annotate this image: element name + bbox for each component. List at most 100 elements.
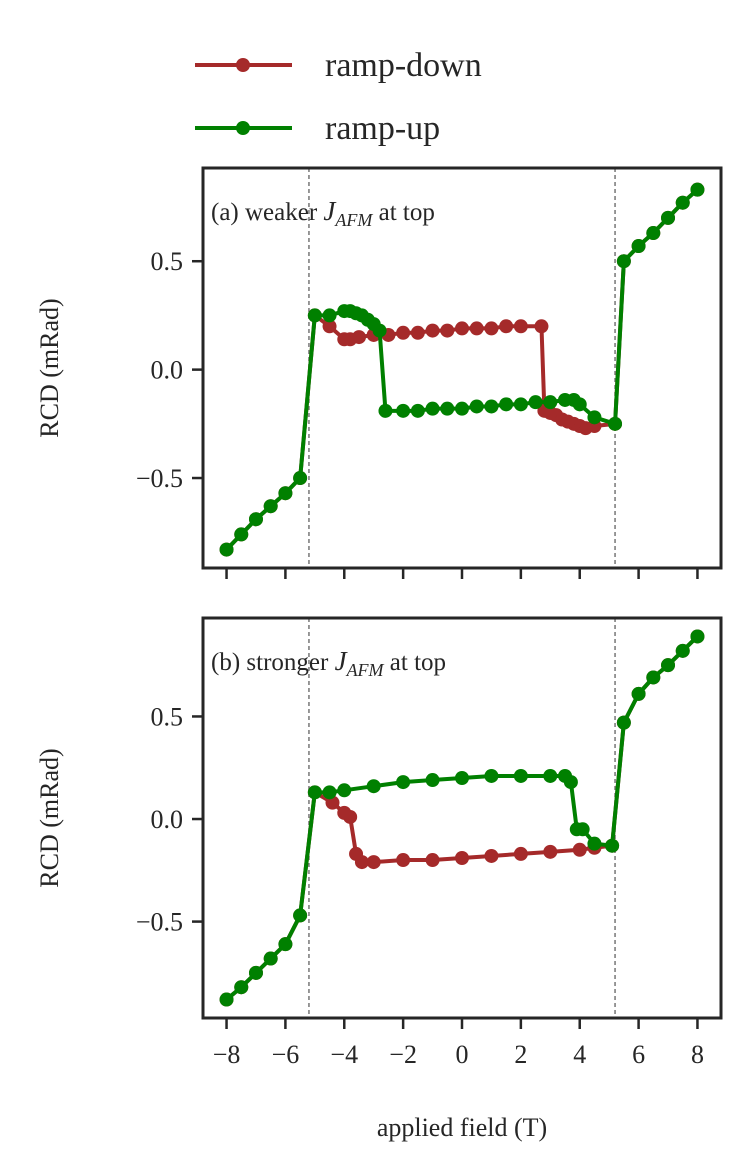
data-point bbox=[322, 785, 337, 800]
data-point bbox=[543, 768, 558, 783]
data-point bbox=[440, 401, 455, 416]
data-point bbox=[425, 401, 440, 416]
data-point bbox=[513, 846, 528, 861]
y-axis-label: RCD (mRad) bbox=[35, 748, 64, 887]
x-tick-label: 8 bbox=[691, 1040, 704, 1069]
data-point bbox=[499, 397, 514, 412]
data-point bbox=[631, 686, 646, 701]
annotation-subscript: AFM bbox=[346, 660, 385, 680]
data-point bbox=[572, 842, 587, 857]
data-point bbox=[234, 527, 249, 542]
x-tick-label: −4 bbox=[330, 1040, 358, 1069]
data-point bbox=[337, 783, 352, 798]
y-tick-label: −0.5 bbox=[136, 908, 183, 937]
data-point bbox=[396, 325, 411, 340]
x-tick-label: 4 bbox=[573, 1040, 586, 1069]
data-point bbox=[248, 512, 263, 527]
y-tick-label: −0.5 bbox=[136, 464, 183, 493]
data-point bbox=[616, 254, 631, 269]
data-point bbox=[572, 397, 587, 412]
legend-label: ramp-up bbox=[325, 110, 440, 147]
y-tick-label: 0.5 bbox=[151, 702, 184, 731]
axes-frame bbox=[201, 166, 723, 570]
x-tick-label: 2 bbox=[514, 1040, 527, 1069]
axes-frame bbox=[201, 616, 723, 1020]
data-point bbox=[469, 321, 484, 336]
data-point bbox=[322, 319, 337, 334]
y-tick-label: 0.5 bbox=[151, 247, 184, 276]
data-point bbox=[484, 399, 499, 414]
legend-marker bbox=[236, 58, 250, 72]
data-point bbox=[366, 855, 381, 870]
data-point bbox=[675, 195, 690, 210]
data-point bbox=[396, 853, 411, 868]
data-point bbox=[608, 416, 623, 431]
data-point bbox=[605, 838, 620, 853]
data-point bbox=[484, 848, 499, 863]
data-point bbox=[513, 768, 528, 783]
data-point bbox=[513, 397, 528, 412]
y-tick-label: 0.0 bbox=[151, 356, 184, 385]
data-point bbox=[366, 779, 381, 794]
data-point bbox=[337, 332, 352, 347]
data-point bbox=[484, 321, 499, 336]
annotation-symbol: J bbox=[323, 196, 337, 226]
data-point bbox=[646, 670, 661, 685]
data-point bbox=[293, 471, 308, 486]
data-point bbox=[469, 399, 484, 414]
legend-label: ramp-down bbox=[325, 47, 482, 84]
annotation-text: at top bbox=[384, 649, 447, 676]
data-point bbox=[337, 805, 352, 820]
panel-annotation: (a) weaker JAFM at top bbox=[211, 196, 435, 230]
data-point bbox=[425, 853, 440, 868]
y-axis-label: RCD (mRad) bbox=[35, 298, 64, 437]
data-point bbox=[587, 410, 602, 425]
data-point bbox=[278, 937, 293, 952]
data-point bbox=[534, 319, 549, 334]
series-line bbox=[225, 635, 699, 1002]
data-point bbox=[661, 658, 676, 673]
data-point bbox=[513, 319, 528, 334]
data-point bbox=[455, 401, 469, 416]
y-tick-label: 0.0 bbox=[151, 805, 184, 834]
data-point bbox=[219, 542, 234, 557]
data-point bbox=[543, 395, 558, 410]
data-point bbox=[219, 992, 234, 1007]
data-point bbox=[543, 844, 558, 859]
data-point bbox=[293, 908, 308, 923]
data-point bbox=[263, 499, 278, 514]
data-point bbox=[248, 965, 263, 980]
data-point bbox=[322, 308, 337, 323]
data-point bbox=[616, 715, 631, 730]
data-point bbox=[587, 836, 602, 851]
data-point bbox=[499, 319, 514, 334]
data-point bbox=[646, 226, 661, 241]
data-point bbox=[410, 403, 425, 418]
data-point bbox=[575, 822, 590, 837]
data-point bbox=[307, 308, 322, 323]
x-axis-label: applied field (T) bbox=[377, 1113, 547, 1142]
legend-marker bbox=[236, 121, 250, 135]
data-point bbox=[425, 323, 440, 338]
data-point bbox=[690, 182, 705, 197]
data-point bbox=[396, 775, 411, 790]
data-point bbox=[631, 239, 646, 254]
series-line bbox=[225, 635, 699, 1002]
data-point bbox=[372, 323, 387, 338]
data-point bbox=[455, 771, 469, 785]
panel-annotation: (b) stronger JAFM at top bbox=[211, 646, 446, 680]
data-point bbox=[278, 486, 293, 501]
series-line bbox=[225, 188, 699, 551]
data-point bbox=[690, 629, 705, 644]
data-point bbox=[440, 323, 455, 338]
data-point bbox=[425, 773, 440, 788]
x-tick-label: −8 bbox=[213, 1040, 241, 1069]
data-point bbox=[307, 785, 322, 800]
series-line bbox=[225, 188, 699, 551]
data-point bbox=[349, 846, 364, 861]
data-point bbox=[661, 210, 676, 225]
x-tick-label: 0 bbox=[456, 1040, 469, 1069]
annotation-text: at top bbox=[372, 199, 435, 226]
data-point bbox=[675, 643, 690, 658]
